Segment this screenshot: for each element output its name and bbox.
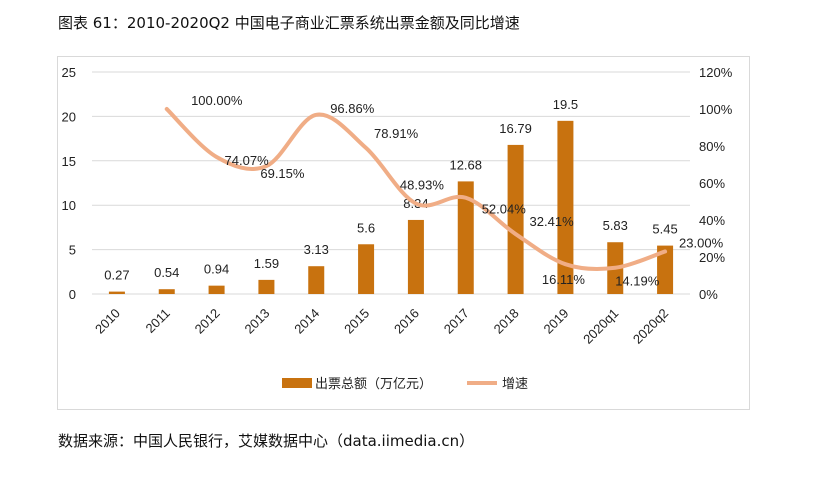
bar-data-label: 16.79 [499, 121, 532, 136]
line-data-label: 100.00% [191, 93, 243, 108]
x-tick-label: 2014 [291, 306, 322, 337]
chart-frame [57, 56, 750, 410]
bar [158, 289, 175, 294]
bar-data-label: 5.6 [357, 220, 375, 235]
line-data-label: 96.86% [330, 101, 375, 116]
bar-data-label: 1.59 [254, 256, 279, 271]
legend-line-label: 增速 [502, 376, 528, 391]
bar [457, 181, 474, 294]
x-tick-label: 2019 [540, 306, 571, 337]
y-left-tick-label: 5 [69, 243, 76, 258]
bar-data-label: 3.13 [304, 242, 329, 257]
x-tick-label: 2020q1 [580, 306, 621, 347]
x-tick-label: 2011 [142, 306, 172, 336]
y-right-tick-label: 20% [699, 250, 725, 265]
line-data-label: 74.07% [225, 153, 270, 168]
bar-data-label: 5.83 [603, 218, 628, 233]
legend-bar-label: 出票总额（万亿元） [315, 376, 432, 391]
y-left-tick-label: 0 [69, 287, 76, 302]
line-data-label: 52.04% [482, 202, 527, 217]
x-tick-label: 2010 [92, 306, 123, 337]
bar-data-label: 19.5 [553, 97, 578, 112]
line-data-label: 14.19% [615, 274, 660, 289]
line-data-label: 16.11% [542, 272, 586, 287]
line-data-label: 23.00% [679, 235, 724, 250]
bar [208, 285, 225, 294]
bar [258, 279, 275, 294]
y-right-tick-label: 100% [699, 102, 733, 117]
bar [657, 245, 674, 294]
bar-data-label: 0.94 [204, 262, 229, 277]
y-left-tick-label: 25 [62, 65, 76, 80]
y-right-tick-label: 80% [699, 139, 725, 154]
x-tick-label: 2016 [391, 306, 422, 337]
bar [557, 120, 574, 294]
bar [108, 291, 125, 294]
line-data-label: 48.93% [400, 177, 445, 192]
bar [308, 266, 325, 294]
bar-data-label: 0.27 [104, 268, 129, 283]
bar-data-label: 0.54 [154, 265, 179, 280]
y-left-tick-label: 10 [62, 198, 76, 213]
y-right-tick-label: 120% [699, 65, 733, 80]
bar [507, 144, 524, 294]
bar-data-label: 5.45 [652, 222, 677, 237]
bar [407, 219, 424, 294]
figure-title: 图表 61：2010-2020Q2 中国电子商业汇票系统出票金额及同比增速 [58, 14, 520, 32]
y-right-tick-label: 40% [699, 213, 725, 228]
x-tick-label: 2015 [341, 306, 372, 337]
y-right-tick-label: 60% [699, 176, 725, 191]
y-right-tick-label: 0% [699, 287, 718, 302]
x-tick-label: 2017 [441, 306, 472, 337]
growth-line [164, 107, 668, 272]
x-tick-label: 2020q2 [630, 306, 671, 347]
x-tick-label: 2013 [241, 306, 272, 337]
bar [358, 244, 375, 294]
bar-data-label: 12.68 [449, 157, 482, 172]
x-tick-label: 2018 [491, 306, 522, 337]
x-tick-label: 2012 [192, 306, 223, 337]
line-data-label: 78.91% [374, 126, 419, 141]
y-left-tick-label: 20 [62, 109, 76, 124]
line-data-label: 69.15% [260, 166, 305, 181]
line-data-label: 32.41% [530, 214, 575, 229]
legend-bar-swatch [282, 378, 312, 388]
source-note: 数据来源：中国人民银行，艾媒数据中心（data.iimedia.cn） [58, 432, 475, 450]
y-left-tick-label: 15 [62, 154, 76, 169]
